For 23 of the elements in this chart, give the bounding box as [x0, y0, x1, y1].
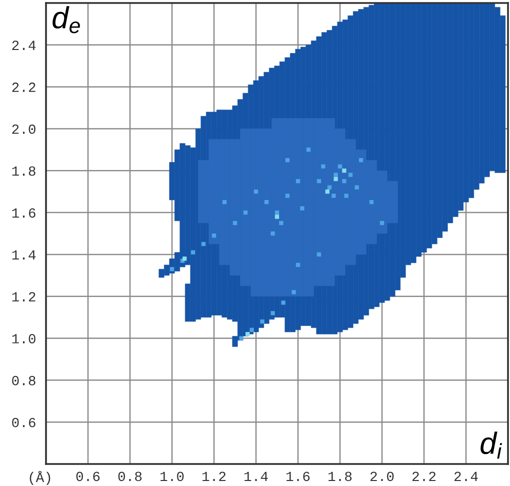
- y-tick-label: 2.2: [12, 82, 36, 92]
- x-tick-label: 2.0: [370, 472, 394, 482]
- y-tick-label: 0.6: [12, 418, 36, 428]
- x-tick-label: 1.2: [202, 472, 226, 482]
- y-tick-label: 1.2: [12, 292, 36, 302]
- y-tick-label: 2.4: [12, 40, 36, 50]
- x-tick-label: 2.4: [454, 472, 478, 482]
- y-tick-label: 2.0: [12, 124, 36, 134]
- x-tick-label: 2.2: [412, 472, 436, 482]
- x-tick-label: 0.8: [118, 472, 142, 482]
- x-tick-label: 0.6: [76, 472, 100, 482]
- y-tick-label: 1.8: [12, 166, 36, 176]
- y-tick-label: 1.4: [12, 250, 36, 260]
- y-tick-label: 1.0: [12, 334, 36, 344]
- y-axis-title: d$_{e}$: [52, 6, 80, 34]
- x-tick-label: 1.4: [244, 472, 268, 482]
- x-tick-label: 1.0: [160, 472, 184, 482]
- x-tick-label: 1.8: [328, 472, 352, 482]
- y-tick-label: 1.6: [12, 208, 36, 218]
- x-axis-title: d$_{i}$: [480, 432, 502, 459]
- text: (Å): [30, 470, 50, 485]
- y-tick-label: 0.8: [12, 376, 36, 386]
- x-tick-label: 1.6: [286, 472, 310, 482]
